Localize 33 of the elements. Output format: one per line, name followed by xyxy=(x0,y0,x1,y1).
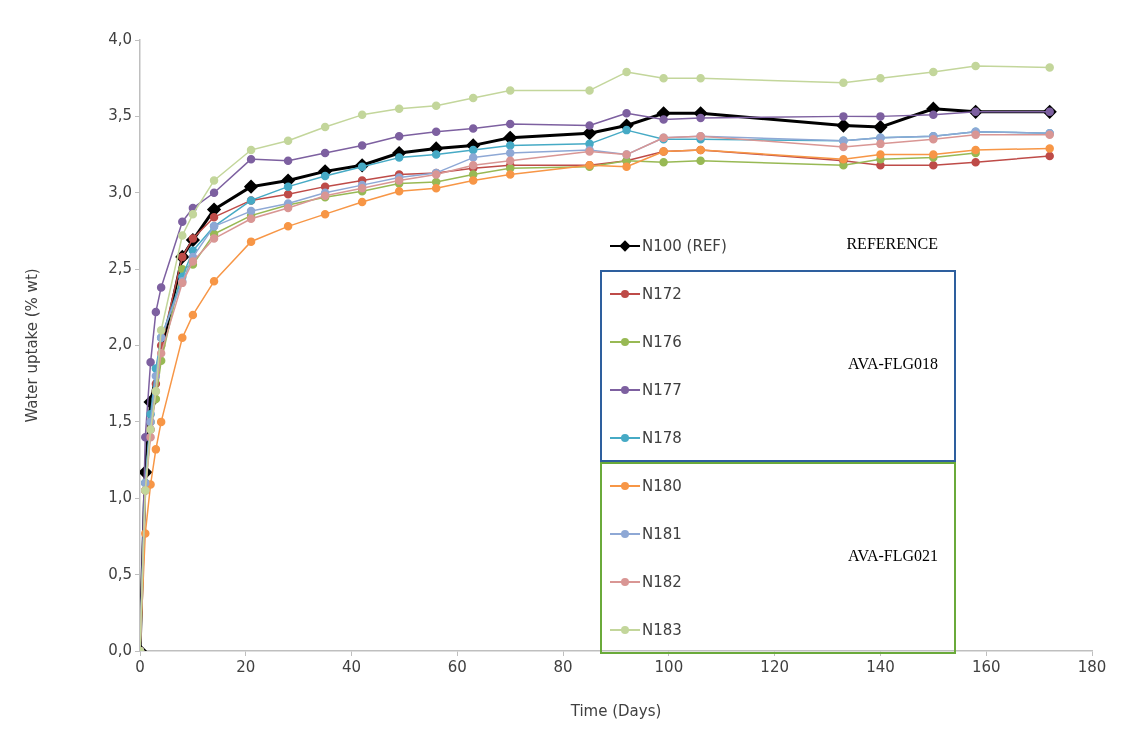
y-tick-label: 3,5 xyxy=(108,106,132,125)
y-tick-label: 2,5 xyxy=(108,259,132,278)
y-tick-label: 1,0 xyxy=(108,488,132,507)
y-tick-label: 0,0 xyxy=(108,640,132,659)
y-tick-label: 1,5 xyxy=(108,411,132,430)
annotation: AVA-FLG021 xyxy=(847,547,938,565)
x-tick-label: 60 xyxy=(447,657,467,676)
legend-label: N182 xyxy=(642,573,682,591)
x-tick-label: 20 xyxy=(236,657,256,676)
legend-label: N176 xyxy=(642,333,682,351)
legend-label: N183 xyxy=(642,621,682,639)
x-tick-label: 80 xyxy=(553,657,573,676)
legend-label: N181 xyxy=(642,525,682,543)
y-axis-title: Water uptake (% wt) xyxy=(22,268,41,423)
annotation: AVA-FLG018 xyxy=(847,355,938,373)
x-tick-label: 160 xyxy=(971,657,1001,676)
annotation: REFERENCE xyxy=(846,235,938,253)
x-tick-label: 120 xyxy=(760,657,789,676)
y-tick-label: 4,0 xyxy=(108,29,132,48)
y-tick-label: 0,5 xyxy=(108,564,132,583)
x-tick-label: 0 xyxy=(135,657,145,676)
x-tick-label: 40 xyxy=(342,657,362,676)
y-tick-label: 2,0 xyxy=(108,335,132,354)
legend-label: N100 (REF) xyxy=(642,237,727,255)
x-axis-title: Time (Days) xyxy=(569,701,662,720)
x-tick-label: 140 xyxy=(866,657,895,676)
legend-label: N177 xyxy=(642,381,682,399)
y-tick-label: 3,0 xyxy=(108,182,132,201)
x-tick-label: 180 xyxy=(1077,657,1107,676)
legend-label: N180 xyxy=(642,477,682,495)
x-tick-label: 100 xyxy=(654,657,684,676)
legend-label: N172 xyxy=(642,285,682,303)
legend-label: N178 xyxy=(642,429,682,447)
